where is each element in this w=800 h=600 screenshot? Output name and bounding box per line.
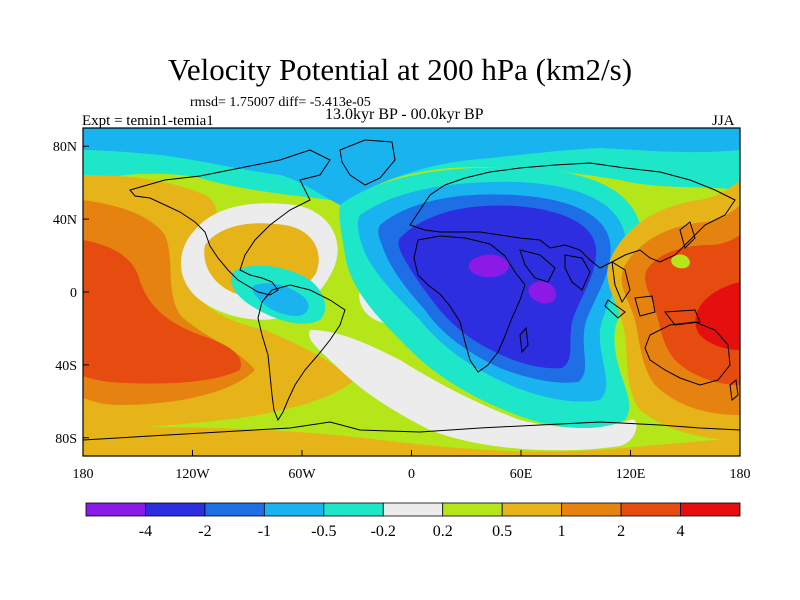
colorbar-label: -0.5 [311, 523, 336, 540]
colorbar-label: 0.5 [492, 523, 512, 540]
coastline-australia [644, 321, 731, 386]
contour-africa-deep-blue [398, 205, 597, 369]
y-tick-label: 40N [53, 213, 77, 228]
coastline-greenland [339, 139, 396, 186]
colorbar-label: -1 [258, 523, 271, 540]
x-tick-label: 120W [175, 467, 210, 482]
colorbar-swatch [561, 502, 622, 517]
contour-arctic-blue [83, 128, 740, 205]
colorbar-swatch [501, 502, 563, 517]
colorbar-swatch [85, 502, 146, 517]
experiment-label: Expt = temin1-temia1 [82, 113, 214, 129]
colorbar-label: -2 [198, 523, 211, 540]
season-label: JJA [712, 113, 735, 129]
contour-south-white [309, 330, 637, 451]
plot-title: Velocity Potential at 200 hPa (km2/s) [167, 52, 633, 87]
coastline-africa [413, 235, 526, 373]
colorbar-swatch [204, 502, 265, 517]
contour-field [83, 128, 740, 456]
coastlines [83, 139, 740, 441]
contour-indian-purple [528, 281, 557, 304]
colorbar-swatch [442, 502, 503, 517]
contour-wpac-green-spot [671, 254, 690, 269]
coastline-arabia [519, 249, 556, 283]
colorbar-label: 4 [677, 523, 685, 540]
colorbar-swatch [680, 502, 741, 517]
coastline-south-america [257, 284, 346, 422]
coastline-indochina [611, 261, 631, 304]
coastline-japan [679, 221, 696, 249]
coastline-new-guinea [664, 309, 701, 326]
colorbar-label: -4 [139, 523, 152, 540]
colorbar-label: 0.2 [433, 523, 453, 540]
coastline-new-zealand [729, 379, 739, 401]
period-label: 13.0kyr BP - 00.0kyr BP [325, 106, 484, 123]
coastline-antarctica [83, 421, 740, 441]
x-tick-label: 60W [288, 467, 316, 482]
y-tick-label: 80S [55, 432, 77, 447]
coastline-north-america [129, 149, 331, 296]
coastline-madagascar [519, 326, 529, 354]
x-tick-label: 180 [73, 467, 94, 482]
colorbar-swatch [263, 502, 325, 517]
x-tick-label: 0 [408, 467, 415, 482]
x-tick-label: 180 [730, 467, 751, 482]
y-tick-label: 0 [70, 286, 77, 301]
y-axis: 80N 40N 0 40S 80S [53, 140, 89, 447]
colorbar-label: 1 [558, 523, 566, 540]
contour-wpac-dark-orange [645, 230, 740, 385]
x-tick-label: 120E [616, 467, 646, 482]
coastline-india [564, 254, 591, 291]
y-tick-label: 40S [55, 359, 77, 374]
stats-label: rmsd= 1.75007 diff= -5.413e-05 [190, 95, 371, 110]
coastline-eurasia [409, 162, 736, 269]
colorbar-label: 2 [617, 523, 625, 540]
coastline-borneo [634, 295, 656, 317]
colorbar: -4 -2 -1 -0.5 -0.2 0.2 0.5 1 2 4 [85, 502, 741, 540]
x-axis: 180 120W 60W 0 60E 120E 180 [73, 450, 751, 482]
contour-wpac-red [695, 280, 740, 350]
contour-southern-yellow [83, 427, 740, 456]
coastline-sumatra [604, 299, 626, 319]
y-tick-label: 80N [53, 140, 77, 155]
colorbar-swatch [620, 502, 681, 517]
contour-sahel-purple [468, 254, 509, 278]
contour-pacific-red [83, 240, 241, 384]
colorbar-swatch [382, 502, 444, 517]
colorbar-label: -0.2 [371, 523, 396, 540]
colorbar-swatch [323, 502, 384, 517]
colorbar-swatch [145, 502, 206, 517]
contour-amazon-blue [252, 283, 309, 316]
x-tick-label: 60E [510, 467, 533, 482]
